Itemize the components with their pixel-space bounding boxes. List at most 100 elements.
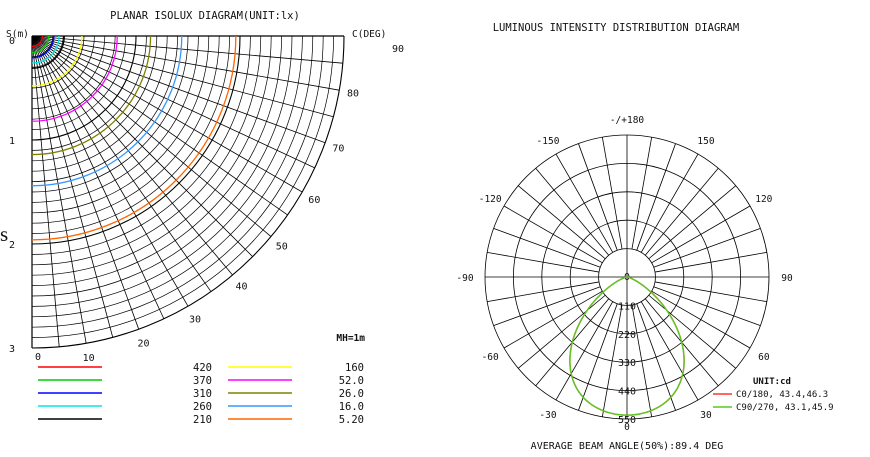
isolux-grid-arc <box>31 35 324 328</box>
isolux-legend-value: 26.0 <box>339 388 364 400</box>
isolux-grid-arc <box>31 35 85 89</box>
polar-footer: AVERAGE BEAM ANGLE(50%):89.4 DEG <box>531 441 724 452</box>
polar-grid-spoke <box>636 303 676 411</box>
polar-grid-spoke <box>487 281 600 303</box>
isolux-legend-value: 16.0 <box>339 401 364 413</box>
isolux-angle-tick: 40 <box>236 282 248 293</box>
isolux-angle-tick: 0 <box>35 352 41 363</box>
polar-radial-tick: 550 <box>618 415 636 426</box>
polar-grid-spoke <box>555 153 614 253</box>
isolux-curve-4 <box>31 35 65 69</box>
polar-grid-spoke <box>648 294 737 369</box>
polar-grid-spoke <box>651 205 751 264</box>
isolux-grid-arc <box>31 35 210 214</box>
polar-angle-label: 30 <box>700 410 712 421</box>
isolux-curve-2 <box>31 35 55 59</box>
polar-angle-label: -150 <box>537 136 560 147</box>
polar-grid-spoke <box>640 153 699 253</box>
polar-grid-spoke <box>487 251 600 273</box>
polar-radial-tick: 110 <box>618 301 636 312</box>
polar-angle-label: -30 <box>539 410 556 421</box>
isolux-grid-arc <box>31 35 189 193</box>
isolux-s-tick: 0 <box>9 36 15 47</box>
polar-grid-spoke <box>653 286 761 326</box>
polar-legend-label: C90/270, 43.1,45.9 <box>736 403 834 413</box>
isolux-grid-arc <box>31 35 106 110</box>
polar-grid-spoke <box>535 167 610 256</box>
isolux-mounting-height: MH=1m <box>336 333 365 344</box>
isolux-y-label: S(m) <box>6 29 29 40</box>
isolux-legend-value: 160 <box>345 362 364 374</box>
isolux-grid-arc <box>31 35 199 203</box>
isolux-angle-tick: 60 <box>308 195 320 206</box>
polar-legend-label: C0/180, 43.4,46.3 <box>736 390 828 400</box>
isolux-grid-arc <box>31 35 334 338</box>
isolux-grid-arc <box>31 35 262 266</box>
polar-radial-tick: 440 <box>618 387 636 398</box>
isolux-angle-label: C(DEG) <box>352 29 386 40</box>
isolux-grid-arc <box>31 35 272 276</box>
isolux-legend-value: 5.20 <box>339 414 364 426</box>
polar-angle-label: -/+180 <box>610 115 645 126</box>
polar-grid-spoke <box>503 290 603 349</box>
polar-grid-spoke <box>653 228 761 268</box>
polar-title: LUMINOUS INTENSITY DISTRIBUTION DIAGRAM <box>493 22 740 34</box>
isolux-diagram: PLANAR ISOLUX DIAGRAM(UNIT:lx) S(m) C(DE… <box>6 10 404 426</box>
isolux-grid-arc <box>31 35 314 318</box>
edge-letter: s <box>0 222 9 246</box>
isolux-grid-arc <box>31 35 293 297</box>
isolux-curve-6 <box>31 35 118 122</box>
isolux-legend-value: 420 <box>193 362 212 374</box>
isolux-grid-arc <box>31 35 95 99</box>
polar-angle-label: 0 <box>624 422 630 433</box>
polar-grid-spoke <box>578 303 618 411</box>
polar-grid-spoke <box>493 228 601 268</box>
isolux-legend-value: 260 <box>193 401 212 413</box>
polar-radial-tick: 220 <box>618 330 636 341</box>
isolux-angle-tick: 10 <box>83 353 95 364</box>
polar-grid-spoke <box>578 143 618 251</box>
isolux-grid-arc <box>31 35 178 182</box>
isolux-grid-arc <box>31 35 74 78</box>
polar-grid-spoke <box>654 281 767 303</box>
polar-radial-tick: 330 <box>618 358 636 369</box>
isolux-grid-arc <box>31 35 220 224</box>
polar-grid-spoke <box>648 185 737 260</box>
isolux-s-tick: 1 <box>9 136 15 147</box>
polar-grid-spoke <box>601 304 623 417</box>
polar-unit-label: UNIT:cd <box>753 377 791 387</box>
isolux-grid-arc <box>31 35 147 151</box>
polar-angle-label: -60 <box>482 352 499 363</box>
isolux-legend-value: 210 <box>193 414 212 426</box>
isolux-grid-arc <box>31 35 241 245</box>
isolux-grid-arc <box>31 35 345 349</box>
isolux-angle-tick: 80 <box>347 89 359 100</box>
isolux-grid-arc <box>31 35 303 307</box>
polar-grid-spoke <box>555 301 614 401</box>
isolux-grid-arc <box>31 35 54 58</box>
isolux-grid-arc <box>31 35 158 162</box>
polar-grid-spoke <box>636 143 676 251</box>
polar-grid-spoke <box>493 286 601 326</box>
isolux-grid-arc <box>31 35 251 255</box>
polar-angle-label: 60 <box>758 352 770 363</box>
polar-grid-spoke <box>640 301 699 401</box>
isolux-angle-tick: 90 <box>392 44 404 55</box>
isolux-grid-arc <box>31 35 230 234</box>
isolux-title: PLANAR ISOLUX DIAGRAM(UNIT:lx) <box>110 10 300 22</box>
isolux-angle-tick: 70 <box>332 143 344 154</box>
isolux-curve-0 <box>31 35 44 48</box>
isolux-grid-arc <box>31 35 168 172</box>
isolux-angle-tick: 30 <box>189 314 201 325</box>
isolux-grid-arc <box>31 35 137 141</box>
isolux-angle-tick: 20 <box>137 338 149 349</box>
isolux-angle-tick: 50 <box>276 242 288 253</box>
polar-grid-spoke <box>503 205 603 264</box>
isolux-s-tick: 3 <box>9 344 15 355</box>
isolux-curve-5 <box>31 35 83 87</box>
isolux-curve-9 <box>31 35 237 241</box>
isolux-grid-arc <box>31 35 64 68</box>
polar-angle-label: -120 <box>479 194 502 205</box>
